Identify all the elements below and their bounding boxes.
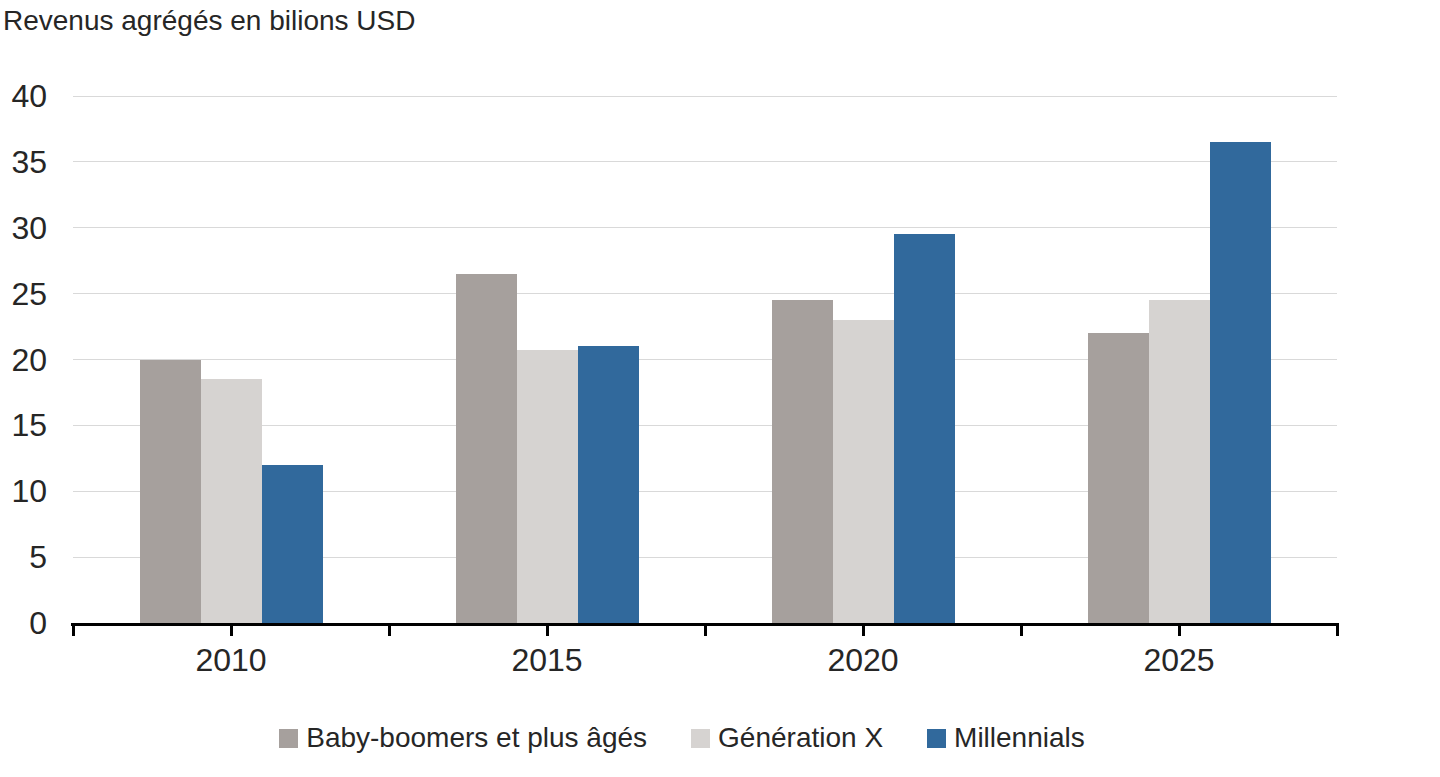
y-axis-tick-label: 25: [0, 274, 47, 314]
chart-canvas: Revenus agrégés en bilions USD 051015202…: [0, 0, 1440, 777]
x-axis-tick-label: 2015: [447, 640, 647, 680]
bar-2015-series-1: [517, 350, 578, 623]
legend-swatch-icon: [691, 729, 710, 748]
bar-2010-series-0: [140, 360, 201, 624]
gridline-y-40: [73, 96, 1337, 97]
y-axis-tick-label: 30: [0, 208, 47, 248]
bar-2025-series-1: [1149, 300, 1210, 623]
bar-2020-series-2: [894, 234, 955, 623]
legend-label: Génération X: [718, 721, 883, 755]
gridline-y-30: [73, 227, 1337, 228]
bar-2010-series-2: [262, 465, 323, 623]
bar-2015-series-2: [578, 346, 639, 623]
legend-swatch-icon: [927, 729, 946, 748]
bar-2015-series-0: [456, 274, 517, 623]
legend-item-0: Baby-boomers et plus âgés: [279, 721, 647, 755]
x-axis-tick-label: 2010: [131, 640, 331, 680]
y-axis-tick-label: 35: [0, 142, 47, 182]
x-axis-line: [71, 623, 1339, 626]
legend: Baby-boomers et plus âgés Génération X Mil…: [50, 718, 1314, 758]
gridline-y-25: [73, 293, 1337, 294]
gridline-y-35: [73, 161, 1337, 162]
y-axis-tick-label: 15: [0, 405, 47, 445]
y-axis-tick-label: 0: [0, 603, 47, 643]
y-axis-tick-label: 20: [0, 340, 47, 380]
y-axis-tick-label: 10: [0, 471, 47, 511]
y-axis-tick-label: 40: [0, 76, 47, 116]
x-axis-tick-label: 2020: [763, 640, 963, 680]
legend-item-2: Millennials: [927, 721, 1085, 755]
bar-2020-series-0: [772, 300, 833, 623]
legend-label: Millennials: [954, 721, 1085, 755]
legend-item-1: Génération X: [691, 721, 883, 755]
bar-2025-series-2: [1210, 142, 1271, 623]
legend-swatch-icon: [279, 729, 298, 748]
legend-label: Baby-boomers et plus âgés: [306, 721, 647, 755]
chart-title: Revenus agrégés en bilions USD: [3, 4, 415, 38]
bar-2010-series-1: [201, 379, 262, 623]
x-axis-tick-label: 2025: [1079, 640, 1279, 680]
bar-2020-series-1: [833, 320, 894, 623]
y-axis-tick-label: 5: [0, 537, 47, 577]
bar-2025-series-0: [1088, 333, 1149, 623]
